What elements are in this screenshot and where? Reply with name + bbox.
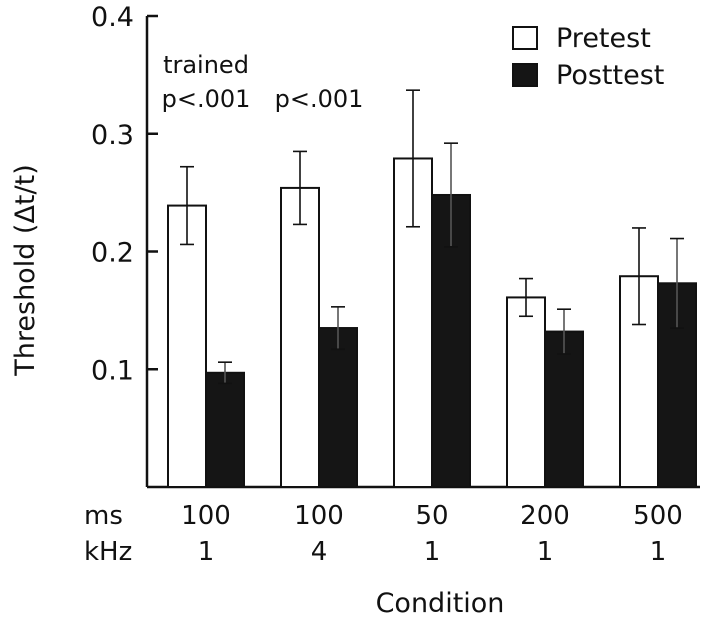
category-khz-label-4: 1 — [650, 537, 667, 567]
bar-pretest-3 — [506, 296, 546, 488]
legend-swatch-posttest — [512, 63, 538, 87]
legend-label-pretest: Pretest — [556, 23, 651, 54]
legend-swatch-pretest — [512, 26, 538, 50]
bar-pretest-1 — [280, 186, 320, 488]
legend-label-posttest: Posttest — [556, 60, 664, 91]
y-axis-title: Threshold (Δt/t) — [10, 164, 41, 376]
category-ms-label-1: 100 — [294, 501, 344, 531]
p-value-annotation-2: p<.001 — [275, 85, 364, 113]
row-header-khz: kHz — [84, 537, 132, 567]
category-ms-label-2: 50 — [415, 501, 448, 531]
bar-posttest-3 — [544, 330, 584, 488]
bar-posttest-0 — [205, 371, 245, 488]
category-khz-label-1: 4 — [311, 537, 328, 567]
category-ms-label-3: 200 — [520, 501, 570, 531]
category-khz-label-3: 1 — [537, 537, 554, 567]
condition-labels: 100 1 100 4 50 1 200 1 500 1 — [181, 501, 683, 567]
category-khz-label-2: 1 — [424, 537, 441, 567]
y-tick-label-3: 0.4 — [91, 2, 134, 33]
p-value-annotation-1: p<.001 — [162, 85, 251, 113]
category-khz-label-0: 1 — [198, 537, 215, 567]
trained-annotation: trained — [163, 51, 249, 79]
legend: Pretest Posttest — [512, 23, 664, 91]
y-tick-label-1: 0.2 — [91, 238, 134, 269]
y-ticks: 0.1 0.2 0.3 0.4 — [91, 2, 158, 386]
bars — [167, 157, 697, 489]
row-header-ms: ms — [84, 501, 123, 531]
bar-pretest-0 — [167, 204, 207, 488]
x-axis-title: Condition — [376, 588, 505, 619]
category-ms-label-4: 500 — [633, 501, 683, 531]
y-tick-label-2: 0.3 — [91, 120, 134, 151]
y-tick-label-0: 0.1 — [91, 355, 134, 386]
error-bars — [180, 89, 684, 385]
bar-posttest-1 — [318, 327, 358, 488]
category-ms-label-0: 100 — [181, 501, 231, 531]
